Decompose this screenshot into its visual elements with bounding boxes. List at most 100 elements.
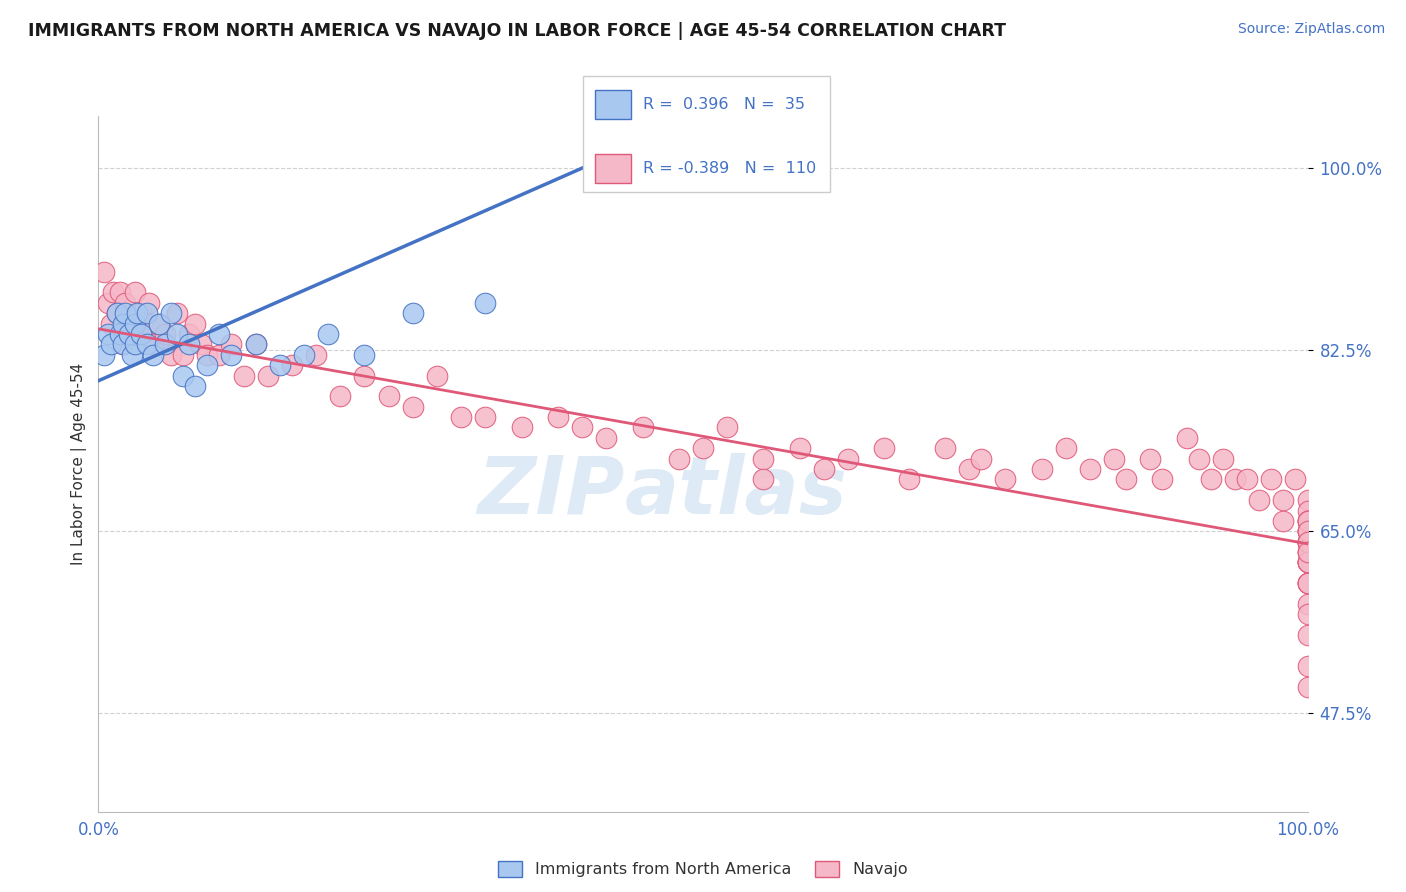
Point bbox=[1296, 556, 1319, 570]
Point bbox=[1102, 451, 1125, 466]
Point bbox=[1078, 462, 1101, 476]
Point bbox=[1296, 556, 1319, 570]
Point bbox=[1175, 431, 1198, 445]
Point bbox=[127, 306, 149, 320]
Text: Source: ZipAtlas.com: Source: ZipAtlas.com bbox=[1237, 22, 1385, 37]
Text: ZIP: ZIP bbox=[477, 452, 624, 531]
Point bbox=[245, 337, 267, 351]
Point bbox=[195, 358, 218, 372]
Point bbox=[1296, 628, 1319, 642]
Point bbox=[148, 317, 170, 331]
Point bbox=[450, 410, 472, 425]
Point bbox=[172, 368, 194, 383]
Point bbox=[160, 306, 183, 320]
Text: atlas: atlas bbox=[624, 452, 848, 531]
Point bbox=[1031, 462, 1053, 476]
Point bbox=[595, 151, 617, 165]
Point bbox=[160, 348, 183, 362]
Point bbox=[1296, 576, 1319, 591]
Point bbox=[813, 462, 835, 476]
Point bbox=[1296, 534, 1319, 549]
Point bbox=[1296, 534, 1319, 549]
Point bbox=[221, 348, 243, 362]
Point bbox=[172, 348, 194, 362]
Point bbox=[970, 451, 993, 466]
Point bbox=[402, 400, 425, 414]
Point bbox=[135, 317, 157, 331]
Point bbox=[1272, 493, 1295, 508]
Y-axis label: In Labor Force | Age 45-54: In Labor Force | Age 45-54 bbox=[72, 363, 87, 565]
Point bbox=[957, 462, 980, 476]
Point bbox=[631, 420, 654, 434]
Point bbox=[1296, 556, 1319, 570]
Point bbox=[716, 420, 738, 434]
Point bbox=[402, 306, 425, 320]
Legend: Immigrants from North America, Navajo: Immigrants from North America, Navajo bbox=[492, 855, 914, 884]
Point bbox=[377, 389, 399, 403]
Point bbox=[100, 317, 122, 331]
Point bbox=[547, 410, 569, 425]
Point bbox=[208, 348, 231, 362]
Point bbox=[177, 337, 201, 351]
Point bbox=[1296, 556, 1319, 570]
Point bbox=[118, 317, 141, 331]
Point bbox=[1054, 442, 1077, 456]
Point bbox=[353, 368, 375, 383]
Point bbox=[93, 265, 115, 279]
Point bbox=[127, 326, 149, 341]
Point bbox=[1236, 472, 1258, 486]
Point bbox=[108, 326, 131, 341]
Point bbox=[1296, 545, 1319, 559]
Point bbox=[1296, 556, 1319, 570]
Point bbox=[1139, 451, 1161, 466]
Point bbox=[1296, 514, 1319, 528]
Point bbox=[1296, 534, 1319, 549]
Point bbox=[1188, 451, 1211, 466]
Point bbox=[1152, 472, 1174, 486]
Point bbox=[316, 326, 339, 341]
Point bbox=[1296, 534, 1319, 549]
Point bbox=[166, 326, 188, 341]
Point bbox=[93, 348, 115, 362]
Point bbox=[668, 451, 690, 466]
Point bbox=[256, 368, 278, 383]
Point bbox=[105, 306, 128, 320]
Point bbox=[135, 337, 157, 351]
Point bbox=[1296, 576, 1319, 591]
Point bbox=[510, 420, 533, 434]
Point bbox=[184, 317, 207, 331]
Point bbox=[153, 326, 176, 341]
Point bbox=[1272, 514, 1295, 528]
Point bbox=[1296, 576, 1319, 591]
Point bbox=[1296, 524, 1319, 539]
Point bbox=[1296, 534, 1319, 549]
Point bbox=[934, 442, 956, 456]
Point bbox=[269, 358, 291, 372]
Point bbox=[153, 337, 176, 351]
Point bbox=[1199, 472, 1222, 486]
Point bbox=[221, 337, 243, 351]
Point bbox=[190, 337, 212, 351]
Point bbox=[111, 337, 134, 351]
Point bbox=[1296, 503, 1319, 517]
Point bbox=[1296, 545, 1319, 559]
Point bbox=[1212, 451, 1234, 466]
Point bbox=[111, 337, 134, 351]
Point bbox=[1296, 680, 1319, 694]
Point bbox=[353, 348, 375, 362]
Text: IMMIGRANTS FROM NORTH AMERICA VS NAVAJO IN LABOR FORCE | AGE 45-54 CORRELATION C: IMMIGRANTS FROM NORTH AMERICA VS NAVAJO … bbox=[28, 22, 1007, 40]
Point bbox=[121, 326, 143, 341]
Point bbox=[124, 317, 146, 331]
Point bbox=[426, 368, 449, 383]
Point bbox=[1249, 493, 1271, 508]
Point bbox=[1284, 472, 1306, 486]
Point bbox=[1296, 607, 1319, 622]
Point bbox=[208, 326, 231, 341]
Point bbox=[1296, 524, 1319, 539]
Point bbox=[148, 317, 170, 331]
Point bbox=[121, 348, 143, 362]
Point bbox=[1223, 472, 1246, 486]
Point bbox=[897, 472, 920, 486]
Point bbox=[142, 348, 165, 362]
Point bbox=[1115, 472, 1137, 486]
